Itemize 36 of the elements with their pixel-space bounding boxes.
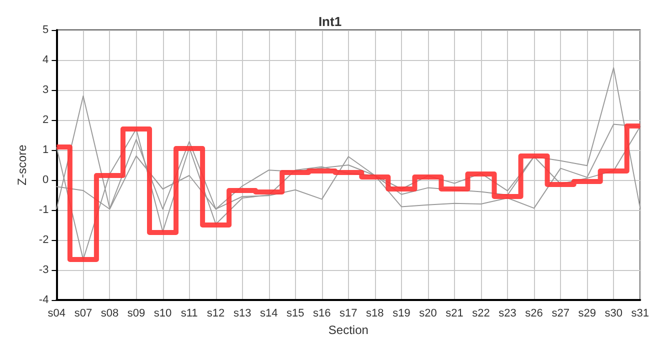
x-tick-label: s30 — [604, 308, 622, 320]
x-tick-label: s18 — [366, 308, 384, 320]
x-tick-label: s17 — [340, 308, 358, 320]
x-tick-label: s10 — [154, 308, 172, 320]
x-tick-label: s09 — [127, 308, 146, 320]
x-tick-label: s29 — [578, 308, 596, 320]
x-tick-label: s07 — [74, 308, 92, 320]
x-tick-label: s11 — [180, 308, 198, 320]
x-tick-label: s15 — [286, 308, 304, 320]
x-tick-label: s04 — [48, 308, 66, 320]
x-tick-label: s31 — [631, 308, 650, 320]
y-axis-title: Z-score — [15, 144, 29, 186]
x-tick-label: s12 — [206, 308, 225, 320]
x-tick-label: s13 — [233, 308, 252, 320]
x-tick-label: s26 — [525, 308, 543, 320]
x-tick-label: s27 — [552, 308, 570, 320]
x-tick-label: s20 — [419, 308, 437, 320]
y-tick-label: -3 — [38, 264, 49, 276]
x-tick-label: s23 — [498, 308, 516, 320]
x-tick-label: s22 — [472, 308, 490, 320]
y-tick-label: 4 — [42, 54, 49, 66]
y-tick-label: 0 — [42, 174, 49, 186]
x-tick-label: s21 — [446, 308, 464, 320]
y-tick-label: 5 — [42, 24, 49, 36]
x-tick-label: s16 — [313, 308, 331, 320]
y-tick-label: -1 — [38, 204, 49, 216]
y-tick-label: 2 — [42, 114, 49, 126]
x-tick-label: s14 — [260, 308, 278, 320]
chart-title: Int1 — [318, 14, 342, 29]
y-tick-label: -2 — [38, 234, 49, 246]
y-tick-label: 3 — [42, 84, 49, 96]
y-tick-label: 1 — [42, 144, 49, 156]
x-axis-title: Section — [328, 322, 368, 337]
x-tick-label: s08 — [100, 308, 119, 320]
x-tick-label: s19 — [392, 308, 410, 320]
y-tick-label: -4 — [38, 294, 49, 306]
